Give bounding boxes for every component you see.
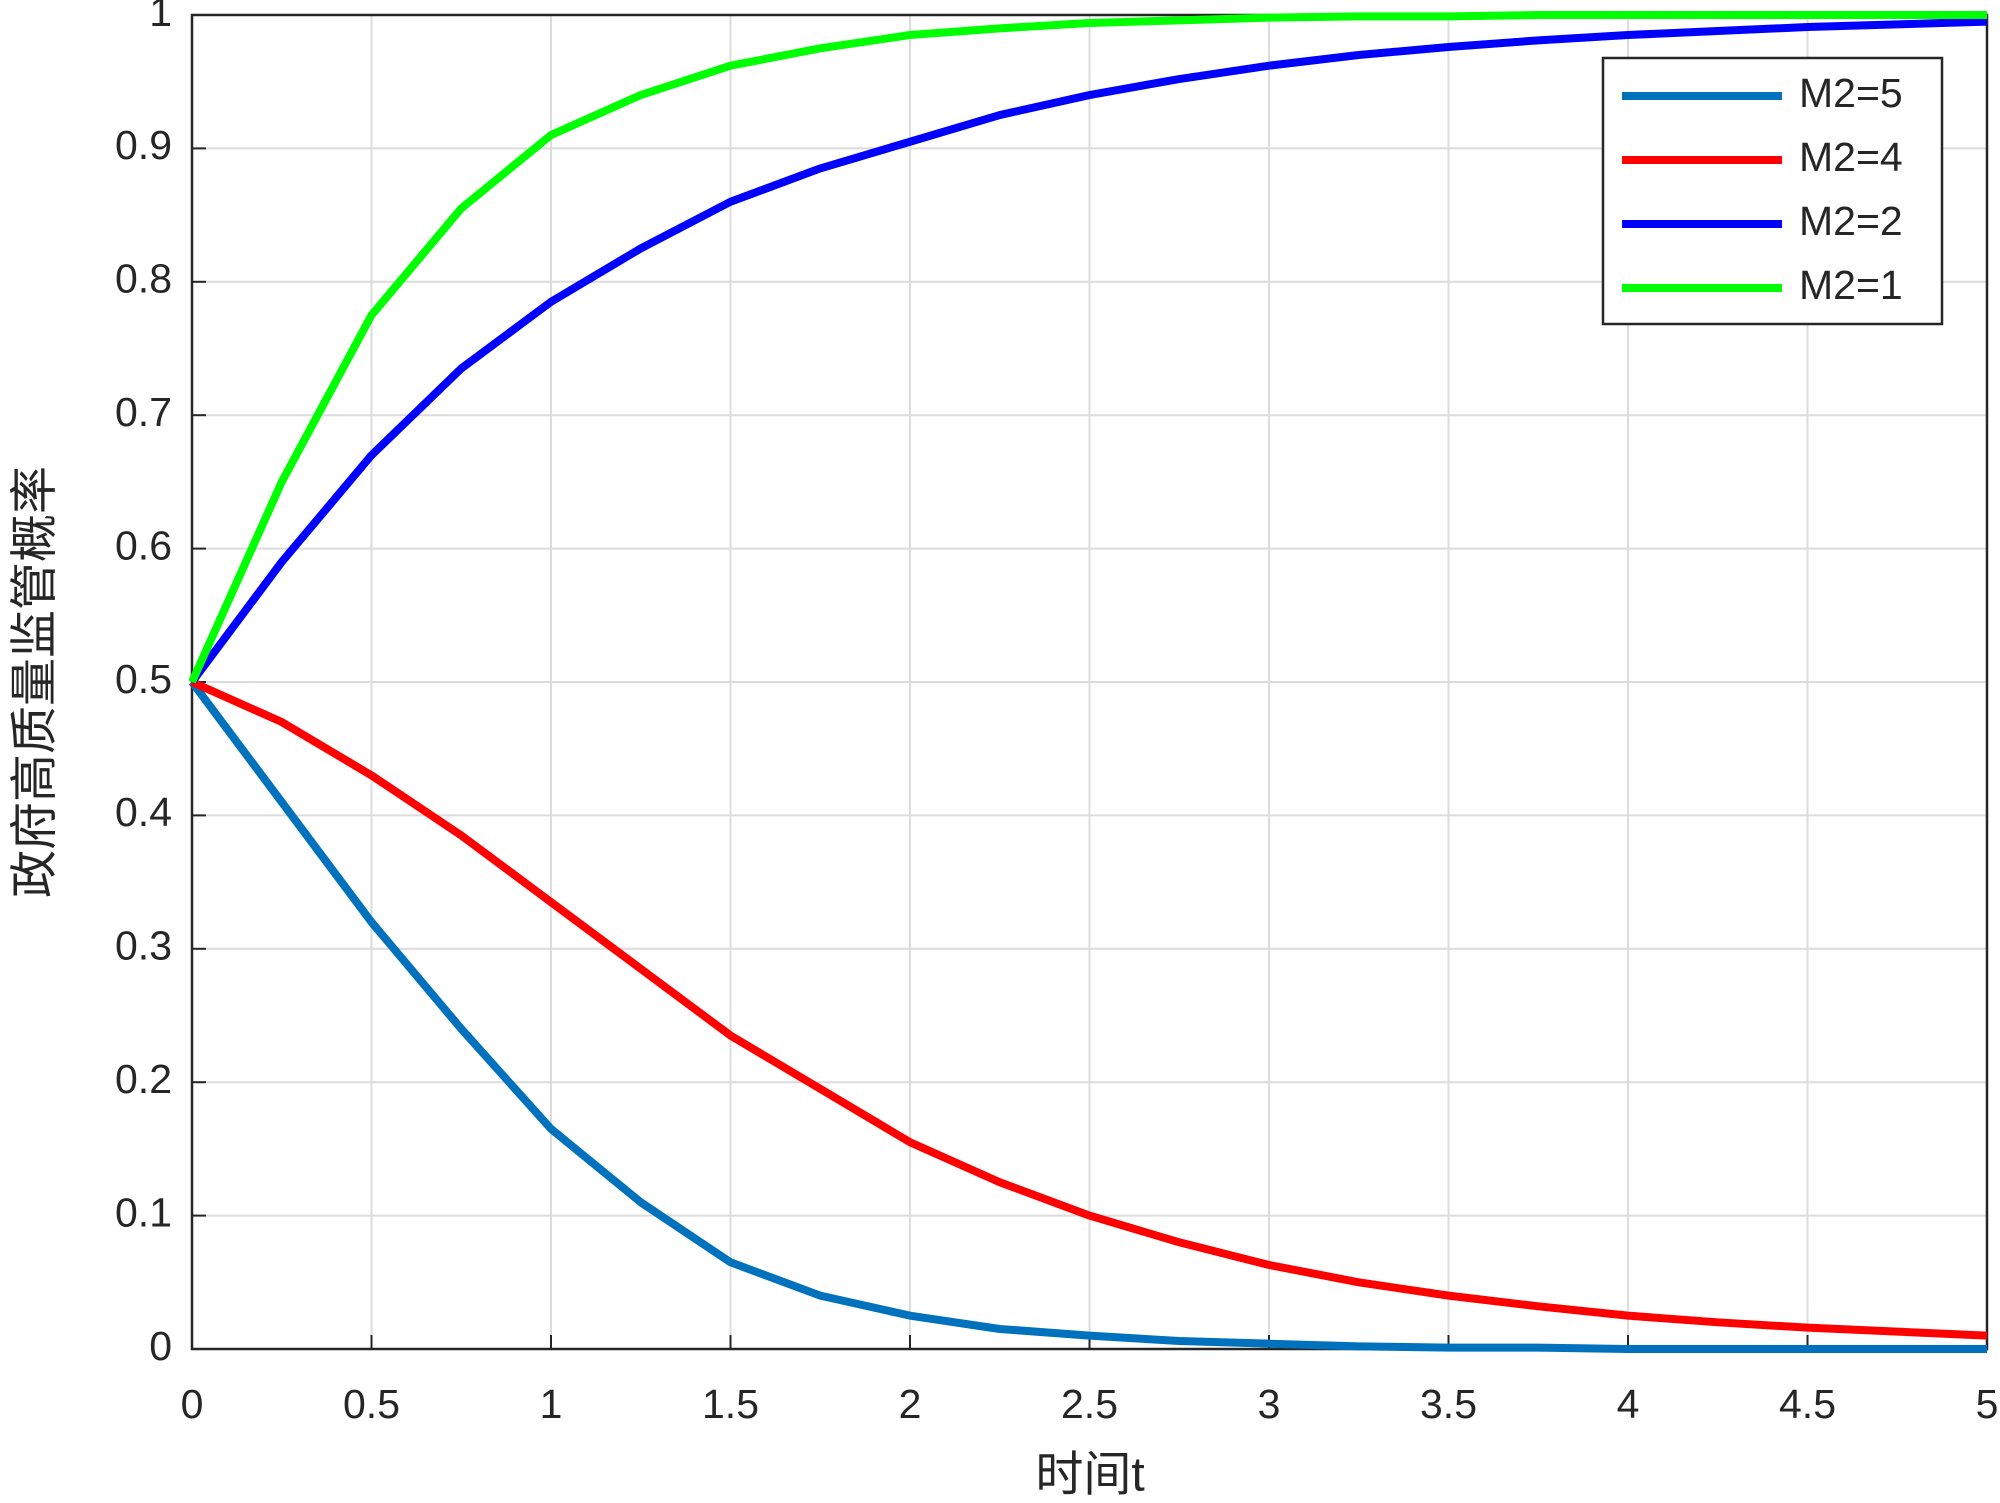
x-tick-label: 4.5 bbox=[1779, 1381, 1836, 1427]
x-tick-label: 5 bbox=[1976, 1381, 1999, 1427]
y-tick-label: 0.9 bbox=[115, 122, 172, 168]
x-tick-label: 2.5 bbox=[1061, 1381, 1118, 1427]
y-tick-label: 0.7 bbox=[115, 389, 172, 435]
y-tick-label: 0.3 bbox=[115, 923, 172, 969]
y-tick-label: 0.5 bbox=[115, 656, 172, 702]
x-axis-label: 时间t bbox=[1035, 1449, 1144, 1502]
y-tick-label: 0.8 bbox=[115, 256, 172, 302]
line-series bbox=[188, 679, 1987, 1353]
legend-box bbox=[1601, 56, 1944, 326]
y-tick-label: 0.4 bbox=[115, 789, 172, 835]
y-tick-label: 0 bbox=[149, 1323, 172, 1369]
y-tick-label: 0.6 bbox=[115, 522, 172, 568]
line-series bbox=[188, 17, 1988, 685]
x-tick-label: 4 bbox=[1617, 1381, 1640, 1427]
legend-label: M2=5 bbox=[1799, 70, 1903, 116]
x-tick-label: 1.5 bbox=[702, 1381, 759, 1427]
y-tick-label: 0.2 bbox=[115, 1056, 172, 1102]
legend-label: M2=4 bbox=[1799, 134, 1903, 180]
x-tick-label: 2 bbox=[899, 1381, 922, 1427]
line-series bbox=[190, 678, 1988, 1340]
legend-label: M2=1 bbox=[1799, 262, 1903, 308]
line-series bbox=[188, 11, 1987, 684]
x-tick-label: 1 bbox=[540, 1381, 563, 1427]
x-tick-label: 0 bbox=[181, 1381, 204, 1427]
x-tick-label: 3.5 bbox=[1420, 1381, 1477, 1427]
y-axis-label: 政府高质量监管概率 bbox=[7, 466, 63, 898]
y-tick-label: 0.1 bbox=[115, 1189, 172, 1235]
x-tick-label: 3 bbox=[1258, 1381, 1281, 1427]
x-tick-label: 0.5 bbox=[343, 1381, 400, 1427]
y-tick-label: 1 bbox=[149, 0, 172, 35]
legend-label: M2=2 bbox=[1799, 198, 1903, 244]
